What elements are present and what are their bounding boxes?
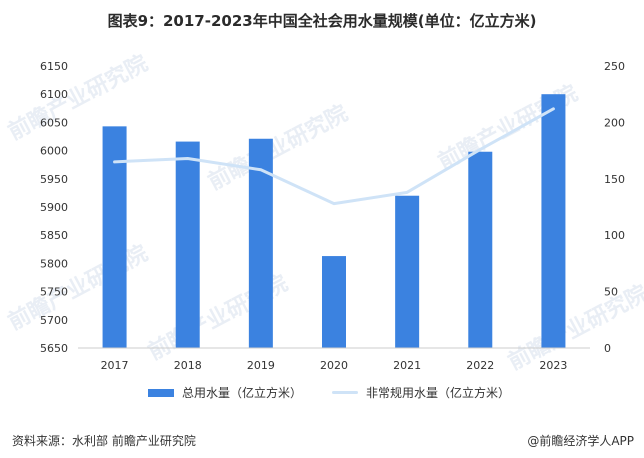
y-left-tick-label: 6150 <box>40 60 68 73</box>
line-point <box>260 169 262 171</box>
x-tick-label: 2020 <box>320 359 348 372</box>
bar <box>468 151 493 348</box>
y-left-tick-label: 5900 <box>40 201 68 214</box>
x-tick-label: 2017 <box>101 359 129 372</box>
source-note: 资料来源：水利部 前瞻产业研究院 <box>12 434 196 448</box>
y-left-tick-label: 6100 <box>40 88 68 101</box>
y-right-tick-label: 100 <box>604 229 625 242</box>
line-point <box>479 148 481 150</box>
legend-unconventional-water[interactable]: 非常规用水量（亿立方米） <box>332 384 510 401</box>
y-right-tick-label: 250 <box>604 60 625 73</box>
bar <box>541 94 566 348</box>
bar <box>322 256 346 348</box>
y-left-tick-label: 6000 <box>40 145 68 158</box>
line-point <box>406 191 408 193</box>
line-point <box>552 108 554 110</box>
x-tick-label: 2019 <box>247 359 275 372</box>
y-left-tick-label: 6050 <box>40 116 68 129</box>
bar <box>175 141 200 348</box>
y-right-tick-label: 200 <box>604 116 625 129</box>
legend-line-swatch <box>332 391 358 394</box>
line-point <box>187 157 189 159</box>
y-left-tick-label: 5700 <box>40 314 68 327</box>
y-left-tick-label: 5850 <box>40 229 68 242</box>
legend-total-water-label: 总用水量（亿立方米） <box>182 386 303 400</box>
legend-total-water[interactable]: 总用水量（亿立方米） <box>148 384 302 401</box>
y-left-tick-label: 5750 <box>40 286 68 299</box>
bars-group <box>102 94 566 349</box>
x-tick-label: 2021 <box>393 359 421 372</box>
legend-bar-swatch <box>148 388 174 397</box>
y-left-tick-label: 5800 <box>40 257 68 270</box>
brand-credit: @前瞻经济学人APP <box>527 434 634 448</box>
x-tick-label: 2018 <box>174 359 202 372</box>
legend-unconventional-water-label: 非常规用水量（亿立方米） <box>366 386 511 400</box>
y-right-tick-label: 50 <box>604 286 618 299</box>
line-point <box>114 161 116 163</box>
y-right-tick-label: 150 <box>604 173 625 186</box>
y-left-tick-label: 5650 <box>40 342 68 355</box>
line-group <box>113 107 555 206</box>
axis-group: 5650 5700 5750 5800 5850 5900 5950 6000 6050 6100… <box>40 60 625 372</box>
line-point <box>333 203 335 205</box>
x-tick-label: 2022 <box>466 359 494 372</box>
bar <box>395 195 420 348</box>
chart-title: 图表9：2017-2023年中国全社会用水量规模(单位：亿立方米) <box>107 12 537 30</box>
y-right-tick-label: 0 <box>604 342 611 355</box>
bar <box>102 126 127 349</box>
x-tick-label: 2023 <box>539 359 567 372</box>
y-left-tick-label: 5950 <box>40 173 68 186</box>
